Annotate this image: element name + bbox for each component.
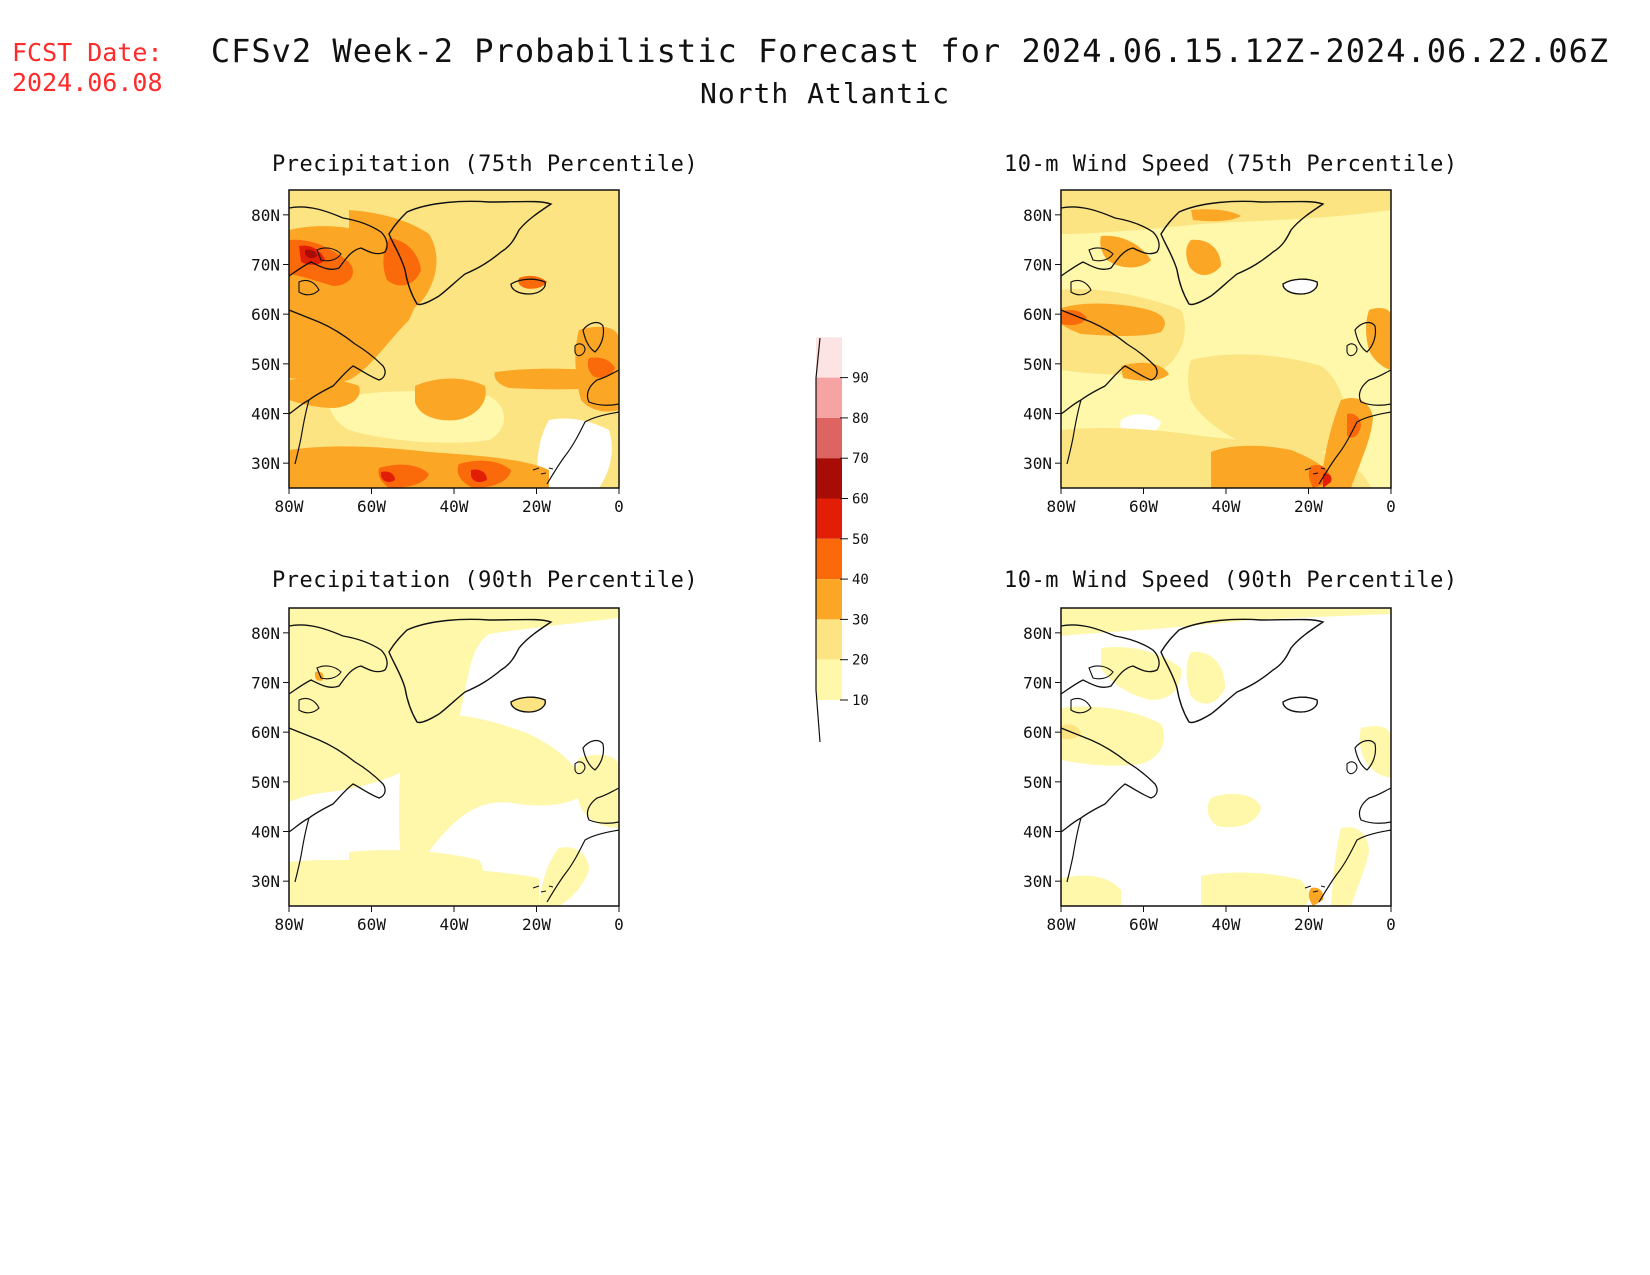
lat-tick-label: 40N	[1023, 823, 1052, 842]
forecast-date: FCST Date: 2024.06.08	[12, 38, 163, 98]
panel-title-wind-90: 10-m Wind Speed (90th Percentile)	[1004, 568, 1458, 593]
lon-tick-label: 60W	[357, 497, 386, 516]
lon-tick-label: 60W	[357, 915, 386, 934]
lon-tick-label: 40W	[440, 915, 469, 934]
lat-tick-label: 50N	[251, 355, 280, 374]
map-wind-90	[1060, 607, 1392, 907]
page-subtitle: North Atlantic	[699, 77, 950, 110]
lat-tick-label: 40N	[251, 823, 280, 842]
map-precip-90	[288, 607, 620, 907]
colorbar-swatch	[816, 458, 842, 499]
lat-tick-label: 30N	[251, 872, 280, 891]
colorbar: 10 20 30 40 50 60 70 80 90	[815, 337, 869, 743]
lat-tick-label: 40N	[251, 405, 280, 424]
lon-tick-label: 80W	[1047, 915, 1076, 934]
colorbar-label: 90	[852, 371, 869, 387]
lat-tick-label: 60N	[251, 723, 280, 742]
lon-tick-label: 80W	[1047, 497, 1076, 516]
colorbar-swatch	[816, 619, 842, 660]
lat-tick-label: 60N	[251, 305, 280, 324]
lon-tick-label: 40W	[1212, 915, 1241, 934]
lon-tick-label: 0	[614, 915, 624, 934]
colorbar-swatch	[816, 417, 842, 459]
lat-tick-label: 70N	[251, 674, 280, 693]
colorbar-label: 50	[852, 532, 869, 548]
colorbar-swatch	[816, 498, 842, 539]
lon-tick-label: 80W	[275, 497, 304, 516]
colorbar-swatch	[816, 377, 842, 418]
colorbar-swatch	[816, 659, 842, 700]
colorbar-label: 30	[852, 612, 869, 628]
lat-tick-label: 40N	[1023, 405, 1052, 424]
map-wind-75	[1060, 189, 1392, 489]
lat-tick-label: 80N	[251, 206, 280, 225]
lon-tick-label: 40W	[440, 497, 469, 516]
lat-tick-label: 70N	[1023, 256, 1052, 275]
lat-tick-label: 50N	[251, 773, 280, 792]
lat-tick-label: 70N	[1023, 674, 1052, 693]
colorbar-label: 20	[852, 653, 869, 669]
lon-tick-label: 20W	[1294, 915, 1323, 934]
panel-title-precip-90: Precipitation (90th Percentile)	[272, 568, 699, 593]
colorbar-label: 80	[852, 411, 869, 427]
lat-tick-label: 80N	[1023, 624, 1052, 643]
lon-tick-label: 0	[614, 497, 624, 516]
lon-tick-label: 20W	[522, 915, 551, 934]
lat-tick-label: 50N	[1023, 355, 1052, 374]
map-precip-75	[288, 189, 620, 489]
colorbar-label: 10	[852, 693, 869, 709]
colorbar-swatch	[816, 538, 842, 580]
panel-title-wind-75: 10-m Wind Speed (75th Percentile)	[1004, 152, 1458, 177]
page-title: CFSv2 Week-2 Probabilistic Forecast for …	[210, 32, 1610, 70]
lat-tick-label: 30N	[1023, 872, 1052, 891]
lon-tick-label: 40W	[1212, 497, 1241, 516]
lon-tick-label: 20W	[1294, 497, 1323, 516]
colorbar-swatch	[816, 579, 842, 620]
lat-tick-label: 30N	[1023, 454, 1052, 473]
lat-tick-label: 50N	[1023, 773, 1052, 792]
lon-tick-label: 60W	[1129, 915, 1158, 934]
lat-tick-label: 60N	[1023, 723, 1052, 742]
colorbar-swatch	[816, 337, 842, 378]
lon-tick-label: 0	[1386, 497, 1396, 516]
map-axes: 80N 70N 60N 50N 40N 30N 80W 60W 40W 20W 0 80N 70N 60N…	[251, 206, 1396, 934]
lon-tick-label: 60W	[1129, 497, 1158, 516]
lon-tick-label: 80W	[275, 915, 304, 934]
forecast-date-label: FCST Date:	[12, 38, 163, 67]
colorbar-label: 60	[852, 492, 869, 508]
colorbar-label: 70	[852, 451, 869, 467]
lat-tick-label: 80N	[251, 624, 280, 643]
lat-tick-label: 70N	[251, 256, 280, 275]
lon-tick-label: 20W	[522, 497, 551, 516]
panel-title-precip-75: Precipitation (75th Percentile)	[272, 152, 699, 177]
colorbar-label: 40	[852, 572, 869, 588]
forecast-date-value: 2024.06.08	[12, 68, 163, 97]
lat-tick-label: 80N	[1023, 206, 1052, 225]
lat-tick-label: 60N	[1023, 305, 1052, 324]
lat-tick-label: 30N	[251, 454, 280, 473]
lon-tick-label: 0	[1386, 915, 1396, 934]
